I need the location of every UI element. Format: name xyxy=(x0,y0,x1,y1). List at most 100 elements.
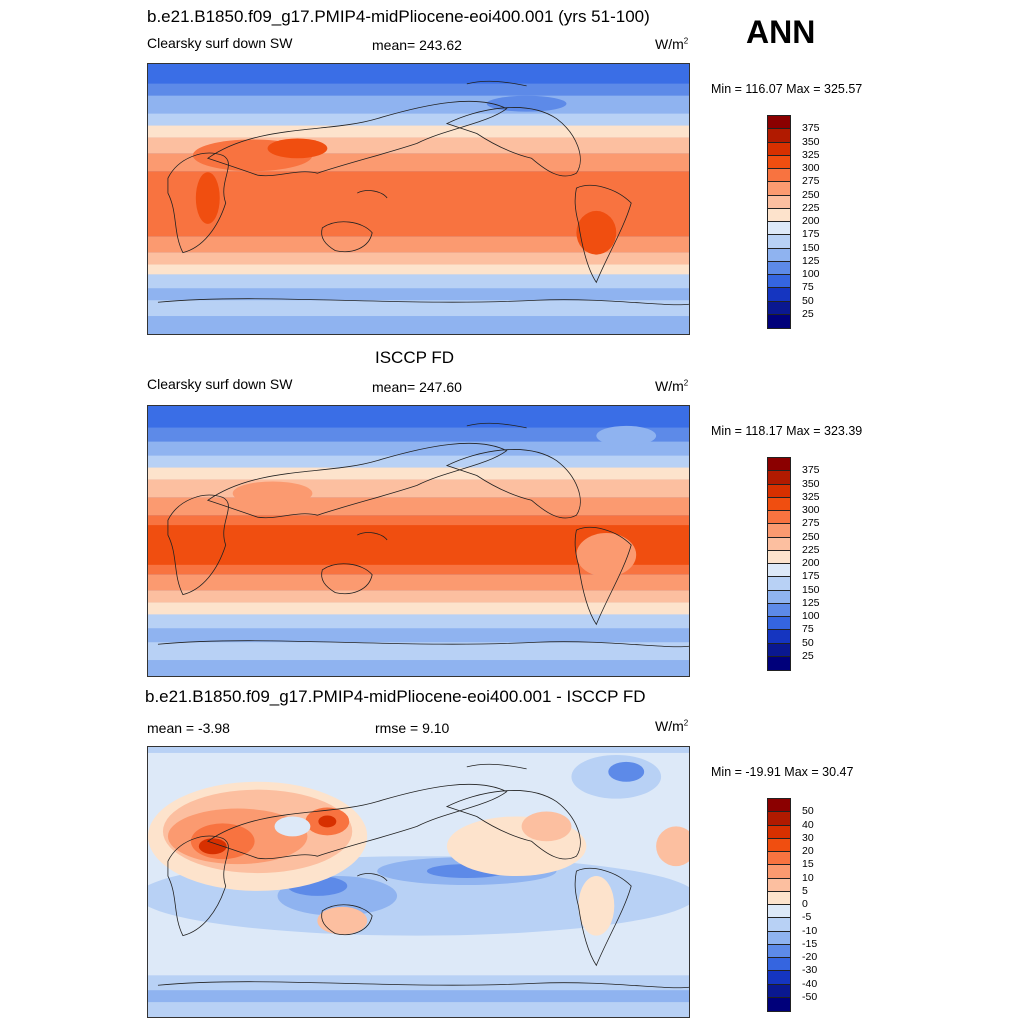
colorbar-swatch xyxy=(768,195,790,209)
colorbar-swatch xyxy=(768,577,790,591)
panel3-units: W/m2 xyxy=(655,718,689,734)
colorbar-tick-label: -40 xyxy=(802,977,818,990)
panel2-map xyxy=(147,405,690,677)
colorbar-swatch xyxy=(768,590,790,604)
colorbar-tick-label: 0 xyxy=(802,898,808,910)
colorbar-tick-label: 275 xyxy=(802,175,820,188)
colorbar-swatch xyxy=(768,603,790,617)
colorbar-swatch xyxy=(768,248,790,262)
colorbar-tick-label: -30 xyxy=(802,964,818,977)
colorbar-tick-label: 175 xyxy=(802,570,820,583)
panel1-mean-label: mean= 243.62 xyxy=(372,37,462,53)
colorbar-swatch xyxy=(768,799,790,813)
colorbar-tick-label: 150 xyxy=(802,241,820,254)
colorbar-swatch xyxy=(768,116,790,130)
colorbar-tick-label: 50 xyxy=(802,805,814,818)
colorbar-tick-label: 25 xyxy=(802,307,814,320)
panel2-minmax: Min = 118.17 Max = 323.39 xyxy=(711,424,863,438)
colorbar-swatch xyxy=(768,944,790,958)
colorbar-tick-label: 30 xyxy=(802,831,814,844)
colorbar-tick-label: 225 xyxy=(802,543,820,556)
colorbar-tick-label: 125 xyxy=(802,254,820,267)
colorbar-swatch xyxy=(768,235,790,249)
colorbar-tick-label: 50 xyxy=(802,294,814,307)
colorbar-tick-label: 325 xyxy=(802,490,820,503)
colorbar-swatch xyxy=(768,891,790,905)
colorbar-swatch xyxy=(768,208,790,222)
colorbar-swatch xyxy=(768,261,790,275)
colorbar-tick-label: 125 xyxy=(802,596,820,609)
colorbar-tick-label: 225 xyxy=(802,201,820,214)
season-label: ANN xyxy=(746,14,816,50)
panel3-map xyxy=(147,746,690,1018)
colorbar-tick-label: 75 xyxy=(802,281,814,294)
colorbar-tick-label: 325 xyxy=(802,148,820,161)
colorbar-tick-label: 150 xyxy=(802,583,820,596)
colorbar-swatch xyxy=(768,984,790,998)
colorbar-tick-label: 200 xyxy=(802,557,820,569)
panel2-title: ISCCP FD xyxy=(375,348,455,367)
panel3-mean-label: mean = -3.98 xyxy=(147,720,230,736)
colorbar-tick-label: -15 xyxy=(802,937,818,950)
colorbar-tick-label: 5 xyxy=(802,884,808,897)
colorbar-swatch xyxy=(768,997,790,1011)
colorbar-tick-label: 250 xyxy=(802,530,820,543)
panel3-rmse-label: rmse = 9.10 xyxy=(375,720,450,736)
colorbar-swatch xyxy=(768,537,790,551)
panel1-units: W/m2 xyxy=(655,36,689,52)
colorbar-tick-label: 15 xyxy=(802,858,814,871)
colorbar-tick-label: -50 xyxy=(802,990,818,1003)
colorbar-tick-label: 175 xyxy=(802,228,820,241)
colorbar-swatch xyxy=(768,812,790,826)
colorbar-swatch xyxy=(768,484,790,498)
colorbar-swatch xyxy=(768,314,790,328)
colorbar-tick-label: 40 xyxy=(802,818,814,831)
colorbar-swatch xyxy=(768,865,790,879)
colorbar-tick-label: -20 xyxy=(802,951,818,963)
panel1-minmax: Min = 116.07 Max = 325.57 xyxy=(711,82,863,96)
panel2-units: W/m2 xyxy=(655,378,689,394)
colorbar-swatch xyxy=(768,155,790,169)
colorbar-tick-label: 100 xyxy=(802,268,820,280)
colorbar-swatch xyxy=(768,617,790,631)
panel2-mean-label: mean= 247.60 xyxy=(372,379,462,395)
panel1-map-svg xyxy=(148,64,689,334)
colorbar-swatch xyxy=(768,878,790,892)
colorbar-tick-label: 300 xyxy=(802,504,820,516)
colorbar-swatch xyxy=(768,564,790,578)
colorbar-swatch xyxy=(768,142,790,156)
panel3-map-svg xyxy=(148,747,689,1017)
colorbar-swatch xyxy=(768,511,790,525)
colorbar-tick-label: 25 xyxy=(802,649,814,662)
colorbar-tick-label: 10 xyxy=(802,871,814,884)
panel2-colorbar xyxy=(767,457,791,671)
colorbar-swatch xyxy=(768,825,790,839)
colorbar-swatch xyxy=(768,222,790,236)
colorbar-swatch xyxy=(768,656,790,670)
colorbar-swatch xyxy=(768,129,790,143)
panel1-colorbar xyxy=(767,115,791,329)
colorbar-swatch xyxy=(768,275,790,289)
colorbar-tick-label: 350 xyxy=(802,477,820,490)
colorbar-swatch xyxy=(768,918,790,932)
colorbar-swatch xyxy=(768,288,790,302)
colorbar-tick-label: -5 xyxy=(802,911,812,924)
colorbar-swatch xyxy=(768,958,790,972)
panel2-map-svg xyxy=(148,406,689,676)
panel1-variable-label: Clearsky surf down SW xyxy=(147,35,293,51)
colorbar-swatch xyxy=(768,905,790,919)
colorbar-swatch xyxy=(768,971,790,985)
panel1-title: b.e21.B1850.f09_g17.PMIP4-midPliocene-eo… xyxy=(147,7,650,26)
colorbar-swatch xyxy=(768,497,790,511)
colorbar-swatch xyxy=(768,838,790,852)
colorbar-tick-label: 20 xyxy=(802,845,814,857)
colorbar-tick-label: 100 xyxy=(802,610,820,622)
colorbar-tick-label: -10 xyxy=(802,924,818,937)
colorbar-swatch xyxy=(768,550,790,564)
colorbar-swatch xyxy=(768,169,790,183)
colorbar-swatch xyxy=(768,643,790,657)
panel1-map xyxy=(147,63,690,335)
colorbar-swatch xyxy=(768,458,790,472)
colorbar-tick-label: 300 xyxy=(802,162,820,174)
panel3-title: b.e21.B1850.f09_g17.PMIP4-midPliocene-eo… xyxy=(145,687,646,706)
